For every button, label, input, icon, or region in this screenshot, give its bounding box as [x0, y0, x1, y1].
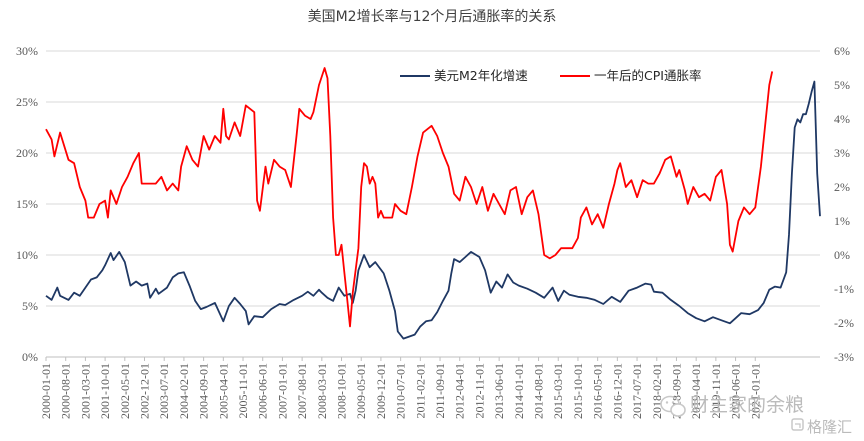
- wechat-icon: [660, 395, 686, 417]
- y-right-tick-label: 1%: [834, 214, 850, 228]
- x-tick-label: 2013-06-01: [492, 363, 506, 419]
- x-tick-label: 2000-01-01: [39, 363, 53, 419]
- x-tick-label: 2016-05-01: [591, 363, 605, 419]
- x-tick-label: 2019-04-01: [689, 363, 703, 419]
- x-tick-label: 2016-12-01: [610, 363, 624, 419]
- watermark-source: 格隆汇: [807, 418, 852, 436]
- x-tick-label: 2006-06-01: [256, 363, 270, 419]
- x-tick-label: 2012-04-01: [453, 363, 467, 419]
- watermark-brand: 财主家的余粮: [690, 394, 804, 416]
- y-right-tick-label: 2%: [834, 180, 850, 194]
- x-tick-label: 2015-10-01: [571, 363, 585, 419]
- x-tick-label: 2001-10-01: [98, 363, 112, 419]
- x-tick-label: 2019-11-01: [709, 363, 723, 419]
- watermark: 财主家的余粮 格隆汇: [660, 394, 852, 436]
- y-left-tick-label: 0%: [22, 350, 38, 364]
- x-tick-label: 2001-03-01: [78, 363, 92, 419]
- x-tick-label: 2012-11-01: [472, 363, 486, 419]
- y-right-tick-label: 0%: [834, 248, 850, 262]
- x-tick-label: 2007-08-01: [295, 363, 309, 419]
- series-line-m2: [45, 80, 821, 340]
- x-tick-label: 2007-01-01: [275, 363, 289, 419]
- x-tick-label: 2017-07-01: [630, 363, 644, 419]
- x-tick-label: 2018-02-01: [650, 363, 664, 419]
- y-left-tick-label: 10%: [16, 248, 38, 262]
- x-tick-label: 2000-08-01: [59, 363, 73, 419]
- x-axis: 2000-01-01 2000-08-01 2001-03-01 2001-10-01…: [39, 356, 820, 419]
- x-tick-label: 2010-07-01: [394, 363, 408, 419]
- chart-title: 美国M2增长率与12个月后通胀率的关系: [308, 8, 557, 25]
- y-right-tick-label: 5%: [834, 78, 850, 92]
- x-tick-label: 2002-12-01: [138, 363, 152, 419]
- y-left-tick-label: 15%: [16, 197, 38, 211]
- x-tick-label: 2005-11-01: [236, 363, 250, 419]
- x-tick-label: 2014-08-01: [532, 363, 546, 419]
- x-tick-label: 2002-05-01: [118, 363, 132, 419]
- series-group: [45, 67, 821, 340]
- x-tick-label: 2020-06-01: [729, 363, 743, 419]
- y-right-tick-label: 6%: [834, 44, 850, 58]
- x-tick-label: 2021-01-01: [748, 363, 762, 419]
- y-right-tick-label: -3%: [834, 350, 854, 364]
- y-right-tick-label: -2%: [834, 316, 854, 330]
- x-tick-label: 2008-03-01: [315, 363, 329, 419]
- x-tick-label: 2004-02-01: [177, 363, 191, 419]
- legend: 美元M2年化增速 一年后的CPI通胀率: [400, 68, 701, 83]
- y-left-tick-label: 5%: [22, 299, 38, 313]
- x-tick-label: 2005-04-01: [216, 363, 230, 419]
- y-right-tick-label: 3%: [834, 146, 850, 160]
- y-right-tick-label: -1%: [834, 282, 854, 296]
- y-right-tick-label: 4%: [834, 112, 850, 126]
- x-tick-label: 2014-01-01: [512, 363, 526, 419]
- legend-label-m2: 美元M2年化增速: [434, 68, 528, 83]
- y-left-tick-label: 30%: [16, 44, 38, 58]
- x-tick-label: 2011-02-01: [413, 363, 427, 419]
- series-line-cpi: [45, 67, 774, 328]
- gelonghui-logo-icon: [791, 418, 804, 431]
- x-tick-label: 2009-05-01: [354, 363, 368, 419]
- grid-lines: [46, 50, 820, 358]
- x-tick-label: 2015-03-01: [551, 363, 565, 419]
- y-axis-left: 0% 5% 10% 15% 20% 25% 30%: [16, 44, 38, 364]
- x-tick-label: 2008-10-01: [335, 363, 349, 419]
- x-tick-label: 2003-07-01: [157, 363, 171, 419]
- legend-label-cpi: 一年后的CPI通胀率: [594, 68, 701, 83]
- y-left-tick-label: 20%: [16, 146, 38, 160]
- x-tick-label: 2004-09-01: [197, 363, 211, 419]
- x-tick-label: 2009-12-01: [374, 363, 388, 419]
- y-left-tick-label: 25%: [16, 95, 38, 109]
- x-tick-label: 2011-09-01: [433, 363, 447, 419]
- y-axis-right: -3% -2% -1% 0% 1% 2% 3% 4% 5% 6%: [834, 44, 854, 364]
